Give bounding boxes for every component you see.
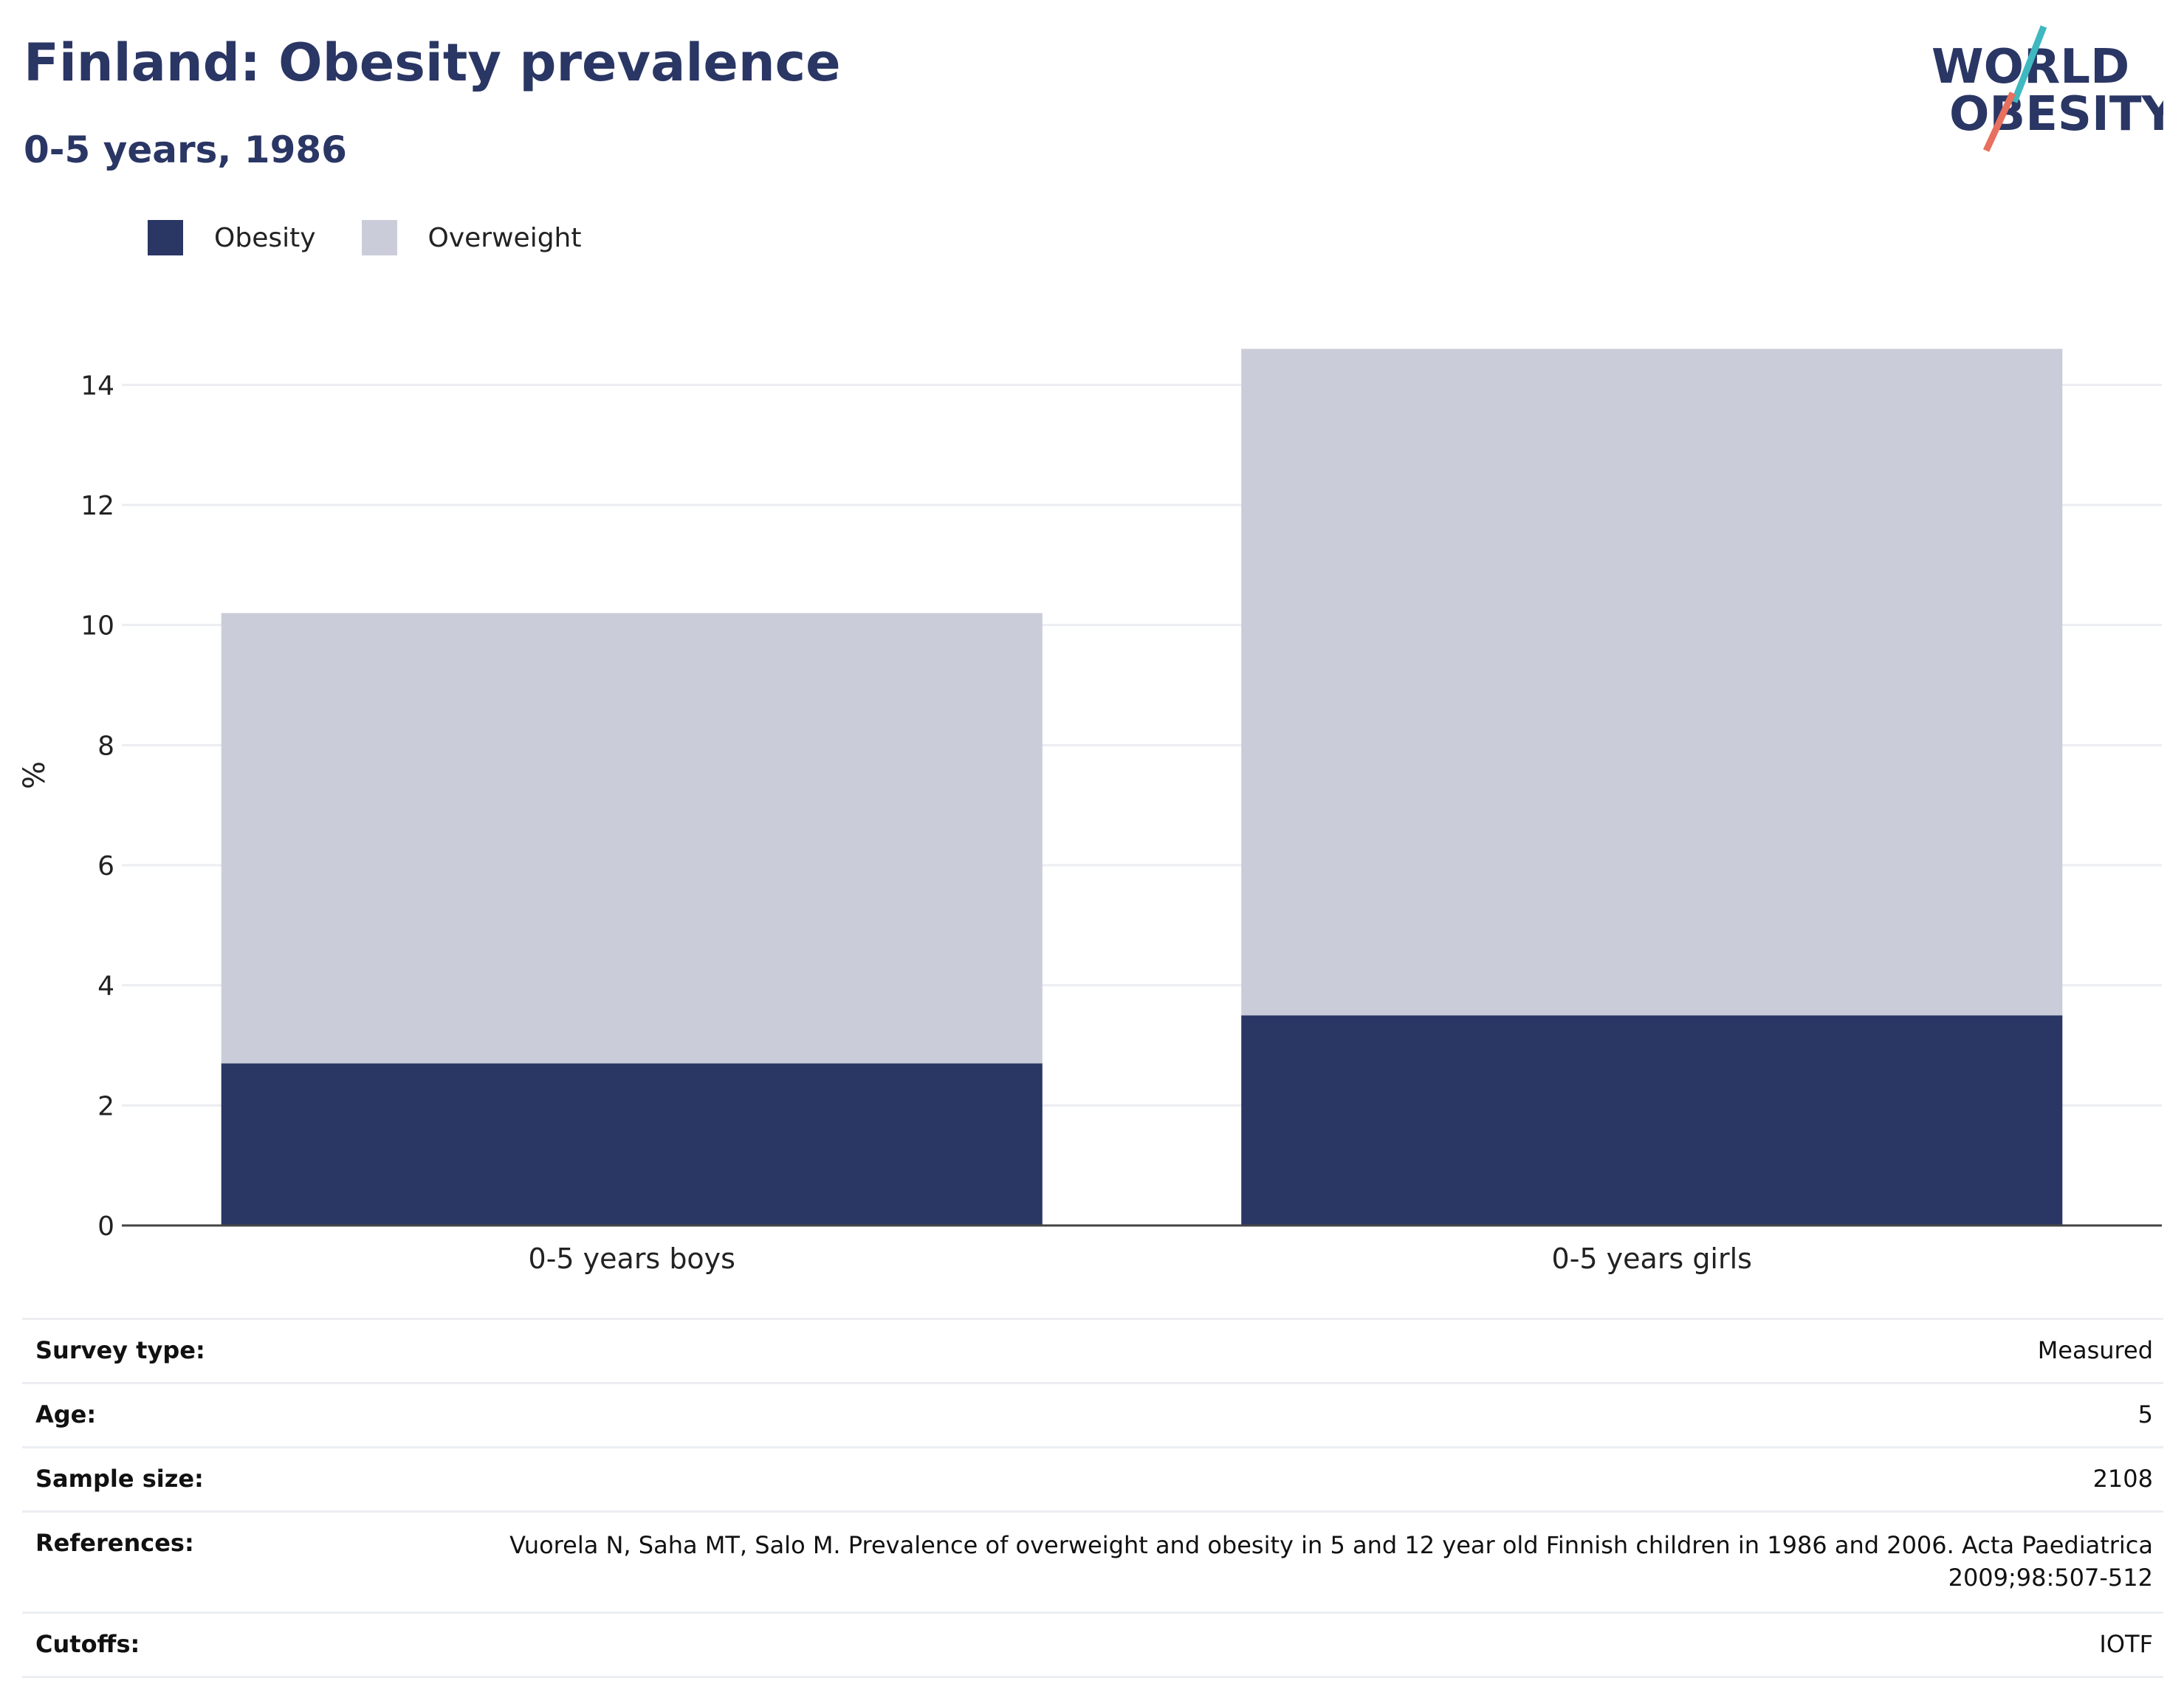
x-tick-label: 0-5 years boys	[529, 1242, 735, 1275]
y-tick-label: 8	[97, 731, 114, 761]
logo-coral-slash	[1982, 92, 2016, 152]
info-row-sample-size: Sample size: 2108	[22, 1446, 2163, 1510]
chart-title: Finland: Obesity prevalence	[24, 32, 841, 93]
legend-item-overweight[interactable]: Overweight	[361, 220, 582, 255]
legend-label-obesity: Obesity	[214, 222, 316, 253]
legend-swatch-overweight	[361, 220, 397, 255]
y-tick-label: 4	[97, 972, 114, 1002]
info-value: 5	[2137, 1400, 2153, 1428]
bar-overweight	[221, 613, 1043, 1064]
y-tick-label: 12	[80, 491, 114, 521]
info-label: Sample size:	[35, 1465, 204, 1493]
info-value: Measured	[2037, 1336, 2153, 1364]
chart-legend: Obesity Overweight	[148, 220, 627, 255]
info-value: Vuorela N, Saha MT, Salo M. Prevalence o…	[509, 1531, 2153, 1592]
bar-obesity	[1241, 1015, 2063, 1225]
info-value: 2108	[2092, 1465, 2153, 1493]
y-tick-label: 0	[97, 1211, 114, 1242]
logo-teal-slash	[2010, 25, 2047, 103]
info-label: Cutoffs:	[35, 1630, 140, 1658]
info-row-age: Age: 5	[22, 1382, 2163, 1446]
info-row-references: References: Vuorela N, Saha MT, Salo M. …	[22, 1510, 2163, 1612]
world-obesity-logo: WORLD OBESITY	[1931, 25, 2163, 152]
chart-subtitle: 0-5 years, 1986	[24, 128, 347, 171]
legend-label-overweight: Overweight	[427, 222, 582, 253]
x-tick-label: 0-5 years girls	[1552, 1242, 1752, 1275]
info-row-survey-type: Survey type: Measured	[22, 1318, 2163, 1382]
survey-info-table: Survey type: Measured Age: 5 Sample size…	[22, 1318, 2163, 1678]
bar-obesity	[221, 1063, 1043, 1225]
info-value: IOTF	[2099, 1630, 2153, 1658]
bar-overweight	[1241, 348, 2063, 1016]
y-tick-label: 14	[80, 371, 114, 401]
y-axis-label: %	[18, 761, 52, 789]
info-label: References:	[35, 1529, 194, 1557]
info-label: Survey type:	[35, 1336, 205, 1364]
stacked-bar-chart: 0 2 4 6 8 10 12 14 0-5 years boys 0-5 years girls…	[18, 348, 2162, 1275]
y-tick-label: 6	[97, 851, 114, 881]
logo-word-obesity: OBESITY	[1949, 87, 2163, 142]
info-row-cutoffs: Cutoffs: IOTF	[22, 1612, 2163, 1678]
y-tick-label: 10	[80, 611, 114, 642]
legend-item-obesity[interactable]: Obesity	[148, 220, 316, 255]
info-label: Age:	[35, 1400, 97, 1428]
y-tick-label: 2	[97, 1091, 114, 1121]
legend-swatch-obesity	[148, 220, 183, 255]
